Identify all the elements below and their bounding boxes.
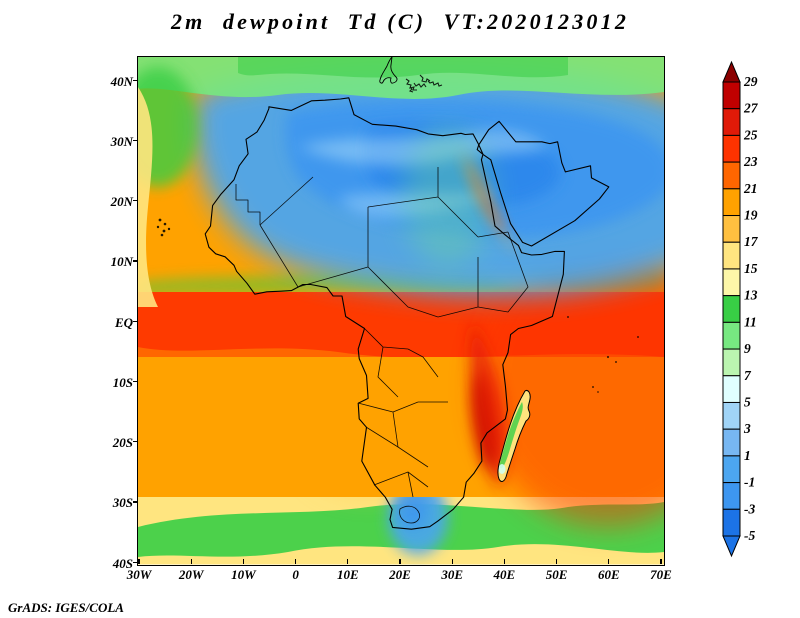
svg-text:-5: -5	[744, 528, 755, 543]
svg-text:9: 9	[744, 341, 751, 356]
svg-text:7: 7	[744, 368, 752, 383]
svg-text:-1: -1	[744, 475, 755, 490]
svg-text:15: 15	[744, 261, 758, 276]
svg-text:3: 3	[743, 421, 751, 436]
svg-text:5: 5	[744, 394, 751, 409]
svg-text:21: 21	[743, 181, 758, 196]
svg-text:25: 25	[743, 127, 758, 142]
svg-text:17: 17	[744, 234, 759, 249]
svg-text:19: 19	[744, 208, 758, 223]
svg-text:11: 11	[744, 314, 757, 329]
svg-text:29: 29	[743, 74, 758, 89]
svg-text:27: 27	[743, 101, 759, 116]
svg-text:-3: -3	[744, 501, 755, 516]
svg-text:23: 23	[743, 154, 758, 169]
svg-text:1: 1	[744, 448, 751, 463]
svg-text:13: 13	[744, 288, 758, 303]
